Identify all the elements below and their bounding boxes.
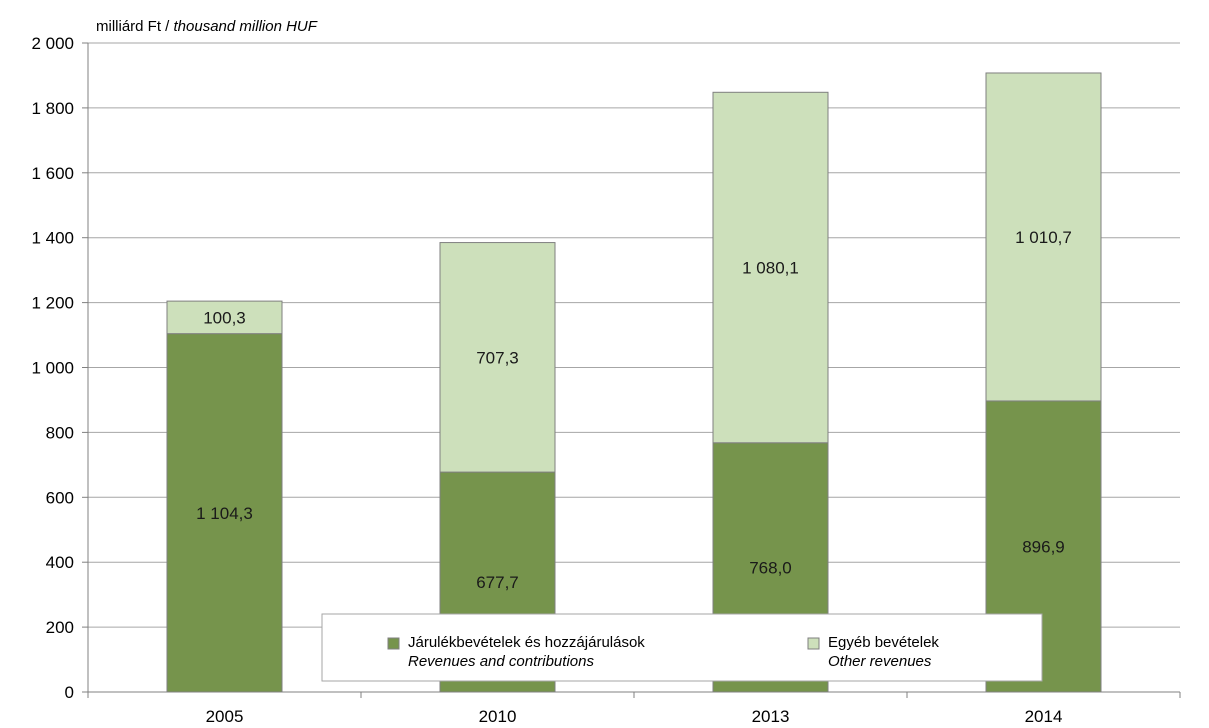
x-axis-ticks: 2005 2010 2013 2014 — [87, 692, 1181, 726]
legend-swatch-series-1 — [807, 637, 820, 650]
y-axis-ticks: 0 200 400 600 800 1 000 1 200 1 400 1 600 1 800 2 … — [31, 34, 88, 702]
y-tick-label: 400 — [46, 553, 74, 572]
y-tick-label: 1 400 — [31, 229, 74, 248]
bar-segment-2013-series-1 — [712, 91, 829, 444]
legend-label-series-0: Járulékbevételek és hozzájárulások — [408, 634, 645, 651]
data-label-2013-series-1: 1 080,1 — [742, 259, 799, 278]
legend-swatch-series-0 — [387, 637, 400, 650]
unit-label: milliárd Ft / thousand million HUF — [96, 18, 318, 35]
data-label-2014-series-0: 896,9 — [1022, 537, 1065, 556]
y-tick-label: 600 — [46, 488, 74, 507]
bar-segment-2005-series-1 — [166, 300, 283, 335]
y-tick-label: 1 200 — [31, 294, 74, 313]
y-tick-label: 800 — [46, 423, 74, 442]
x-tick-label: 2013 — [752, 707, 790, 726]
data-label-2005-series-0: 1 104,3 — [196, 504, 253, 523]
legend-box — [321, 613, 1043, 682]
x-tick-label: 2010 — [479, 707, 517, 726]
y-tick-label: 1 600 — [31, 164, 74, 183]
legend: Járulékbevételek és hozzájárulások Revenu… — [321, 613, 1043, 682]
data-label-2013-series-0: 768,0 — [749, 558, 792, 577]
x-tick-label: 2014 — [1025, 707, 1063, 726]
x-tick-label: 2005 — [206, 707, 244, 726]
legend-label-series-1: Egyéb bevételek — [828, 634, 939, 651]
legend-label-en-series-0: Revenues and contributions — [408, 653, 594, 670]
data-label-2010-series-0: 677,7 — [476, 573, 519, 592]
bars: 1 104,3 100,3 677,7 707,3 768,0 1 080,1 896,9 1… — [166, 72, 1102, 693]
y-tick-label: 2 000 — [31, 34, 74, 53]
y-tick-label: 0 — [65, 683, 74, 702]
bar-segment-2010-series-1 — [439, 242, 556, 473]
y-tick-label: 1 800 — [31, 99, 74, 118]
data-label-2005-series-1: 100,3 — [203, 308, 246, 327]
data-label-2014-series-1: 1 010,7 — [1015, 228, 1072, 247]
y-tick-label: 200 — [46, 618, 74, 637]
legend-label-en-series-1: Other revenues — [828, 653, 932, 670]
data-label-2010-series-1: 707,3 — [476, 348, 519, 367]
bar-segment-2014-series-1 — [985, 72, 1102, 402]
y-tick-label: 1 000 — [31, 359, 74, 378]
